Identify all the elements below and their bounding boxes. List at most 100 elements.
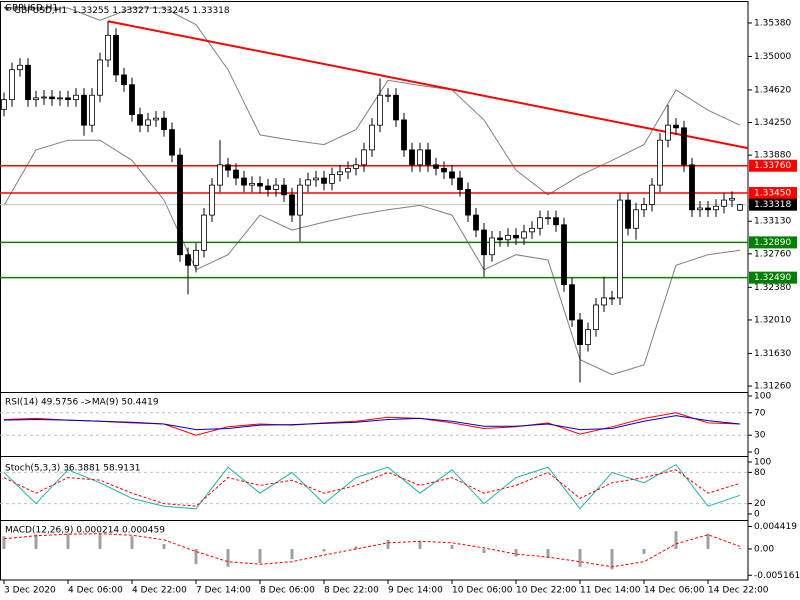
- y-tick-label: 70: [754, 408, 766, 418]
- macd-bar: [610, 548, 614, 570]
- x-tick-label: 10 Dec 06:00: [452, 586, 513, 596]
- candle-body: [217, 164, 223, 186]
- candle-body: [401, 119, 407, 151]
- macd-bar: [322, 548, 326, 552]
- candle-body: [241, 177, 247, 186]
- price-label: 1.33318: [754, 200, 791, 210]
- candle-body: [569, 284, 575, 321]
- x-tick-label: 14 Dec 06:00: [644, 586, 705, 596]
- level-label: 1.32890: [754, 238, 791, 248]
- candle-body: [337, 171, 343, 175]
- y-tick-label: 1.31630: [754, 349, 791, 359]
- candle-body: [297, 184, 303, 216]
- candle-body: [113, 34, 119, 76]
- y-tick-label: 30: [754, 431, 766, 441]
- y-tick-label: 100: [754, 392, 771, 402]
- symbol: GBPUSD,H1: [14, 6, 67, 16]
- candle-body: [577, 319, 583, 346]
- x-tick-label: 14 Dec 22:00: [708, 586, 769, 596]
- macd-bar: [482, 548, 486, 554]
- macd-bar: [258, 548, 262, 564]
- frame: [0, 1, 749, 581]
- chart-title: GBPUSD,H1 1.33255 1.33327 1.33245 1.33318: [14, 6, 230, 16]
- level-label: 1.32490: [754, 273, 791, 283]
- macd-bar: [98, 533, 102, 549]
- candle-body: [705, 207, 711, 211]
- candle-body: [729, 197, 735, 201]
- candle-body: [313, 177, 319, 181]
- candle-body: [1, 99, 7, 110]
- y-tick-label: 1.34620: [754, 85, 791, 95]
- macd-bar: [546, 548, 550, 559]
- macd-bar: [514, 548, 518, 557]
- ohlc: 1.33255 1.33327 1.33245 1.33318: [72, 6, 230, 16]
- macd-bar: [194, 548, 198, 565]
- macd-bar: [226, 548, 230, 567]
- candle-body: [361, 149, 367, 166]
- candle-body: [137, 114, 143, 126]
- candle-body: [697, 207, 703, 211]
- candle-body: [41, 96, 47, 99]
- candle-body: [521, 231, 527, 239]
- level-label: 1.33450: [754, 189, 791, 199]
- y-tick-label: 1.34250: [754, 118, 791, 128]
- y-tick-label: 80: [754, 468, 766, 478]
- candle-body: [721, 199, 727, 207]
- y-tick-label: 1.33880: [754, 151, 791, 161]
- candle-body: [489, 237, 495, 256]
- candle-body: [273, 184, 279, 190]
- candle-body: [545, 217, 551, 220]
- y-tick-label: 1.32010: [754, 315, 791, 325]
- y-tick-label: 0: [754, 448, 760, 458]
- candle-body: [193, 249, 199, 266]
- candle-body: [553, 217, 559, 226]
- candle-body: [121, 74, 127, 86]
- trendline: [107, 20, 748, 150]
- candle-body: [281, 184, 287, 196]
- candle-body: [145, 119, 151, 126]
- macd-bar: [66, 533, 70, 549]
- candle-body: [177, 154, 183, 256]
- x-tick-label: 9 Dec 14:00: [388, 586, 443, 596]
- x-tick-label: 4 Dec 22:00: [132, 586, 187, 596]
- candle-body: [433, 164, 439, 169]
- candle-body: [505, 234, 511, 241]
- macd-bar: [386, 539, 390, 549]
- macd-bar: [674, 531, 678, 549]
- y-tick-label: 1.32380: [754, 283, 791, 293]
- macd-bar: [418, 541, 422, 549]
- macd-bar: [642, 548, 646, 555]
- y-tick-label: 1.33130: [754, 217, 791, 227]
- candle-body: [345, 167, 351, 173]
- candle-body: [209, 184, 215, 216]
- band-lower: [3, 139, 741, 376]
- macd-bar: [354, 546, 358, 549]
- candle-body: [81, 94, 87, 126]
- x-tick-label: 7 Dec 14:00: [196, 586, 251, 596]
- y-tick-label: 1.32760: [754, 249, 791, 259]
- candle-body: [89, 94, 95, 126]
- y-tick-label: 100: [754, 458, 771, 468]
- signal-line: [3, 533, 741, 568]
- main-plot: [0, 7, 748, 383]
- candle-body: [289, 194, 295, 216]
- candle-body: [737, 204, 743, 211]
- indicator-line: [3, 463, 741, 510]
- candle-body: [225, 164, 231, 171]
- macd-bar: [130, 536, 134, 549]
- candle-body: [449, 171, 455, 179]
- candle-body: [609, 297, 615, 300]
- candle-body: [537, 217, 543, 229]
- candle-body: [57, 97, 63, 100]
- candle-body: [625, 199, 631, 229]
- panel-title: RSI(14) 49.5756 ->MA(9) 50.4419: [5, 398, 159, 408]
- candle-body: [497, 237, 503, 241]
- candle-body: [665, 124, 671, 141]
- candle-body: [17, 64, 23, 71]
- y-tick-label: 1.35380: [754, 18, 791, 28]
- candle-body: [473, 214, 479, 231]
- x-tick-label: 10 Dec 22:00: [516, 586, 577, 596]
- y-tick-label: 0: [754, 510, 760, 520]
- candle-body: [105, 34, 111, 61]
